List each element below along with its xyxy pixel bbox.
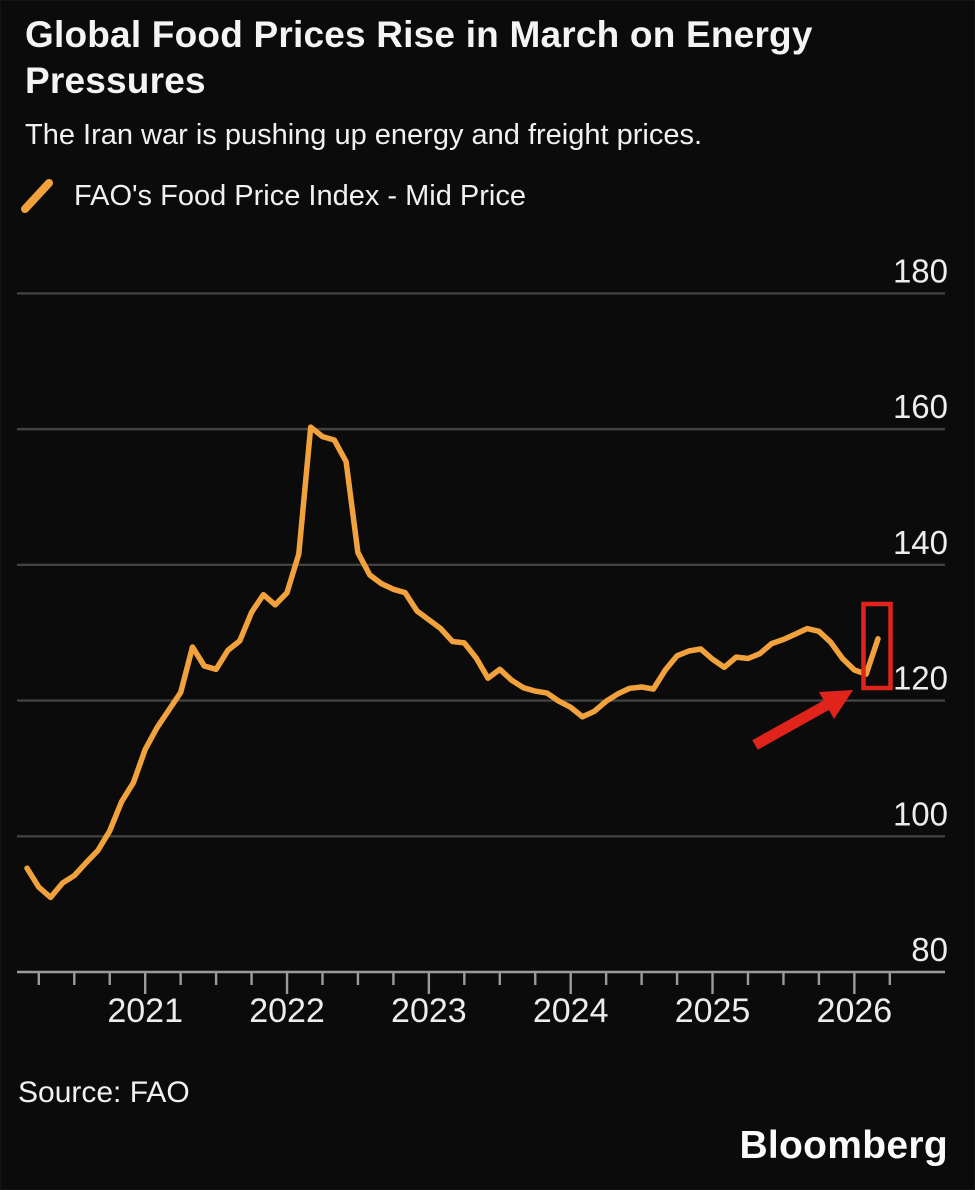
y-tick-label: 140 [893,524,948,561]
price-line [24,424,881,901]
x-tick-label: 2025 [675,992,751,1030]
x-tick-label: 2023 [391,992,467,1030]
annotation-arrow-head [819,690,853,719]
y-tick-label: 120 [893,660,948,697]
legend: FAO's Food Price Index - Mid Price [18,176,526,216]
orange-slash-icon [21,179,53,213]
y-tick-label: 100 [893,795,948,832]
x-tick-label: 2024 [533,992,609,1030]
annotation-arrow-shaft [752,697,835,750]
y-tick-label: 180 [893,252,948,289]
source-note: Source: FAO [18,1076,190,1109]
x-tick-label: 2026 [817,992,893,1030]
highlight-box [861,601,893,691]
page-title: Global Food Prices Rise in March on Ener… [25,14,813,101]
x-tick-label: 2022 [249,992,325,1030]
y-tick-label: 80 [911,931,948,968]
legend-label: FAO's Food Price Index - Mid Price [74,179,526,212]
bloomberg-logo: Bloomberg [739,1124,948,1167]
x-tick-label: 2021 [107,992,183,1030]
legend-slash-line [21,179,53,213]
y-tick-label: 160 [893,388,948,425]
chart-subtitle: The Iran war is pushing up energy and fr… [25,119,703,151]
